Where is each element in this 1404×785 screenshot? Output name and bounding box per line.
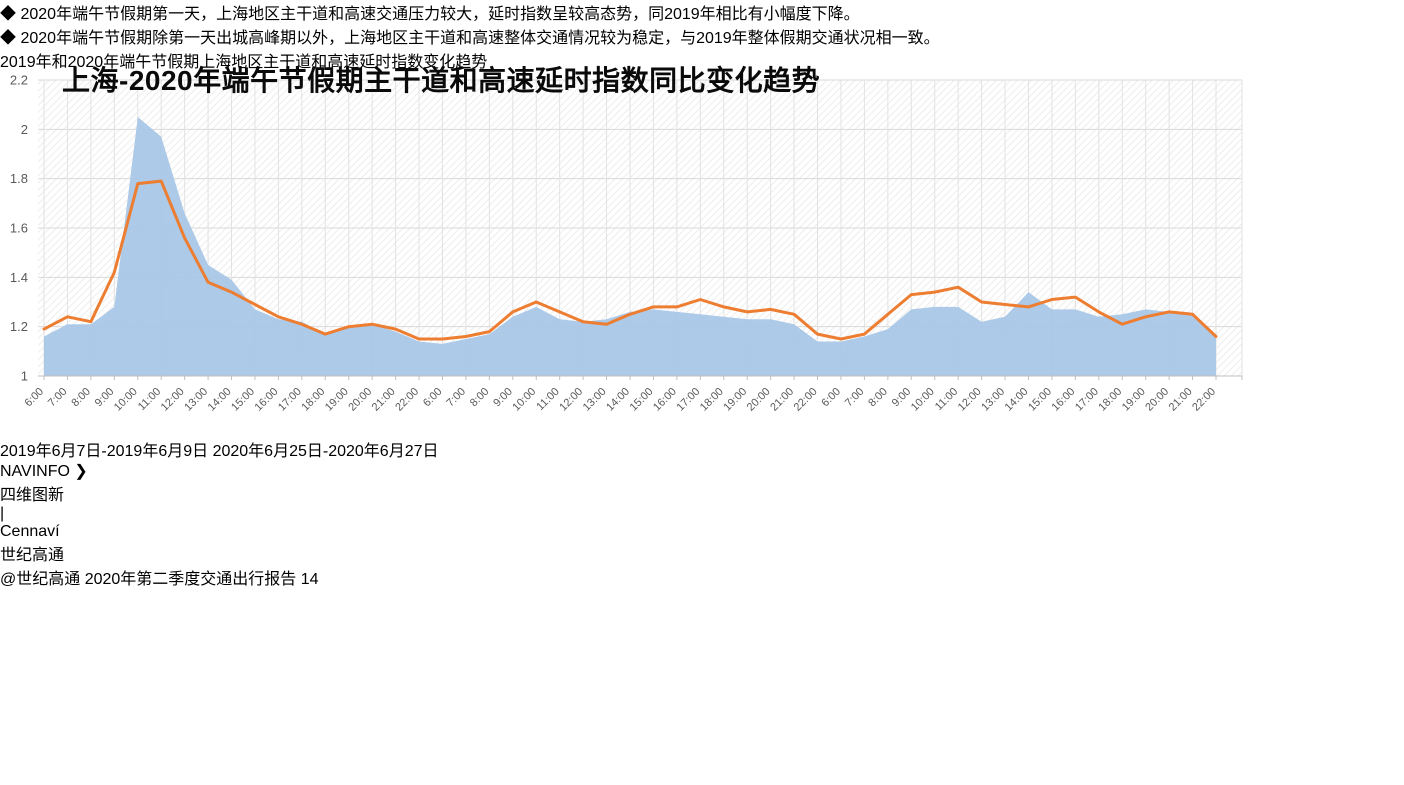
delay-index-chart: 1 1.2 1.4 1.6 1.8 2 2.2 6:00 7:00 8:00 9:00 10:00 11… — [0, 72, 1404, 437]
x-axis-label: 21:00 — [768, 386, 796, 414]
y-axis-label: 1 — [21, 369, 28, 384]
x-axis-label: 18:00 — [698, 386, 726, 414]
page-title: 上海-2020年端午节假期主干道和高速延时指数同比变化趋势 — [62, 64, 821, 96]
legend-label-2019: 2019年6月7日-2019年6月9日 — [0, 443, 209, 460]
x-axis-label: 22:00 — [792, 386, 820, 414]
x-axis-label: 7:00 — [843, 386, 867, 410]
legend-label-2020: 2020年6月25日-2020年6月27日 — [212, 443, 439, 460]
x-axis-label: 20:00 — [346, 386, 374, 414]
page-number: 14 — [300, 571, 319, 588]
x-axis-label: 17:00 — [674, 386, 702, 414]
x-axis-label: 11:00 — [534, 386, 561, 413]
x-axis-label: 18:00 — [1096, 386, 1124, 414]
x-axis-label: 20:00 — [1143, 386, 1171, 414]
bullet-item-1: ◆ 2020年端午节假期第一天，上海地区主干道和高速交通压力较大，延时指数呈较高… — [0, 0, 1404, 24]
x-axis-label: 21:00 — [370, 386, 398, 414]
x-axis-label: 6:00 — [22, 386, 46, 410]
x-axis-label: 7:00 — [444, 386, 468, 410]
y-axis-label: 2.2 — [10, 73, 28, 88]
x-axis-label: 8:00 — [468, 386, 492, 410]
x-axis-label: 17:00 — [276, 386, 304, 414]
x-axis-label: 8:00 — [69, 386, 93, 410]
x-axis-label: 20:00 — [745, 386, 773, 414]
summary-bullets: ◆ 2020年端午节假期第一天，上海地区主干道和高速交通压力较大，延时指数呈较高… — [0, 0, 1404, 48]
x-axis-label: 19:00 — [721, 386, 749, 414]
x-axis-label: 12:00 — [956, 386, 984, 414]
x-axis-label: 7:00 — [46, 386, 70, 410]
chart-card: 2019年和2020年端午节假期上海地区主干道和高速延时指数变化趋势 1 1.2 1… — [0, 48, 1404, 461]
chart-legend: 2019年6月7日-2019年6月9日 2020年6月25日-2020年6月27… — [0, 437, 1404, 461]
x-axis-label: 14:00 — [206, 386, 234, 414]
bullet-text-1: 2020年端午节假期第一天，上海地区主干道和高速交通压力较大，延时指数呈较高态势… — [20, 6, 860, 23]
x-axis-label: 13:00 — [979, 386, 1007, 414]
title-underline-bar — [60, 91, 1345, 99]
x-axis-label: 10:00 — [909, 386, 937, 414]
y-axis-label: 1.8 — [10, 171, 28, 186]
x-axis-label: 19:00 — [323, 386, 351, 414]
bullet-item-2: ◆ 2020年端午节假期除第一天出城高峰期以外，上海地区主干道和高速整体交通情况… — [0, 24, 1404, 48]
cennavi-chinese-name: 世纪高通 — [0, 547, 65, 564]
x-axis-label: 16:00 — [651, 386, 679, 414]
footer-logos: NAVINFO ❯ 四维图新 | Cennaví 世纪高通 — [0, 461, 1404, 565]
diamond-bullet-icon: ◆ — [0, 6, 17, 23]
chart-svg: 11.21.41.61.822.26:00 7:00 8:00 9:0010:0011… — [10, 73, 1243, 414]
diamond-bullet-icon: ◆ — [0, 30, 17, 47]
x-axis-label: 16:00 — [1050, 386, 1078, 414]
logo-divider: | — [0, 505, 5, 522]
footer-credit-text: @世纪高通 2020年第二季度交通出行报告 — [0, 571, 297, 588]
chart-title: 2019年和2020年端午节假期上海地区主干道和高速延时指数变化趋势 — [0, 54, 488, 71]
x-axis-label: 10:00 — [510, 386, 538, 414]
x-axis-label: 22:00 — [1190, 386, 1218, 414]
x-axis-label: 12:00 — [557, 386, 585, 414]
y-axis-label: 1.2 — [10, 319, 28, 334]
x-axis-label: 6:00 — [819, 386, 843, 410]
x-axis-label: 16:00 — [253, 386, 281, 414]
x-axis-label: 13:00 — [581, 386, 609, 414]
x-axis-label: 22:00 — [393, 386, 421, 414]
y-axis-label: 2 — [21, 122, 28, 137]
x-axis-label: 14:00 — [1003, 386, 1031, 414]
cennavi-wordmark: Cennaví — [0, 523, 60, 540]
x-axis-label: 11:00 — [136, 386, 163, 413]
x-axis-label: 15:00 — [229, 386, 257, 414]
x-axis-label: 18:00 — [299, 386, 327, 414]
x-axis-label: 12:00 — [159, 386, 187, 414]
bullet-text-2: 2020年端午节假期除第一天出城高峰期以外，上海地区主干道和高速整体交通情况较为… — [20, 30, 940, 47]
x-axis-label: 19:00 — [1120, 386, 1148, 414]
series-2019-area — [44, 117, 1216, 376]
navinfo-arrow-icon: ❯ — [74, 463, 88, 480]
series-2020-line — [42, 179, 1218, 341]
x-axis-label: 15:00 — [1026, 386, 1054, 414]
y-axis-label: 1.6 — [10, 221, 28, 236]
navinfo-wordmark: NAVINFO — [0, 463, 70, 480]
x-axis-label: 8:00 — [866, 386, 890, 410]
navinfo-chinese-name: 四维图新 — [0, 487, 65, 504]
y-axis-label: 1.4 — [10, 270, 28, 285]
cennavi-logo: Cennaví 世纪高通 — [0, 523, 1404, 565]
x-axis-label: 13:00 — [182, 386, 210, 414]
x-axis-label: 14:00 — [604, 386, 632, 414]
x-axis-label: 17:00 — [1073, 386, 1101, 414]
navinfo-logo: NAVINFO ❯ 四维图新 — [0, 461, 1404, 505]
x-axis-label: 6:00 — [421, 386, 445, 410]
x-axis-label: 11:00 — [933, 386, 960, 413]
x-axis-label: 15:00 — [628, 386, 656, 414]
footer-credit-line: @世纪高通 2020年第二季度交通出行报告 14 — [0, 565, 1404, 589]
x-axis-label: 10:00 — [112, 386, 140, 414]
x-axis-label: 21:00 — [1167, 386, 1195, 414]
